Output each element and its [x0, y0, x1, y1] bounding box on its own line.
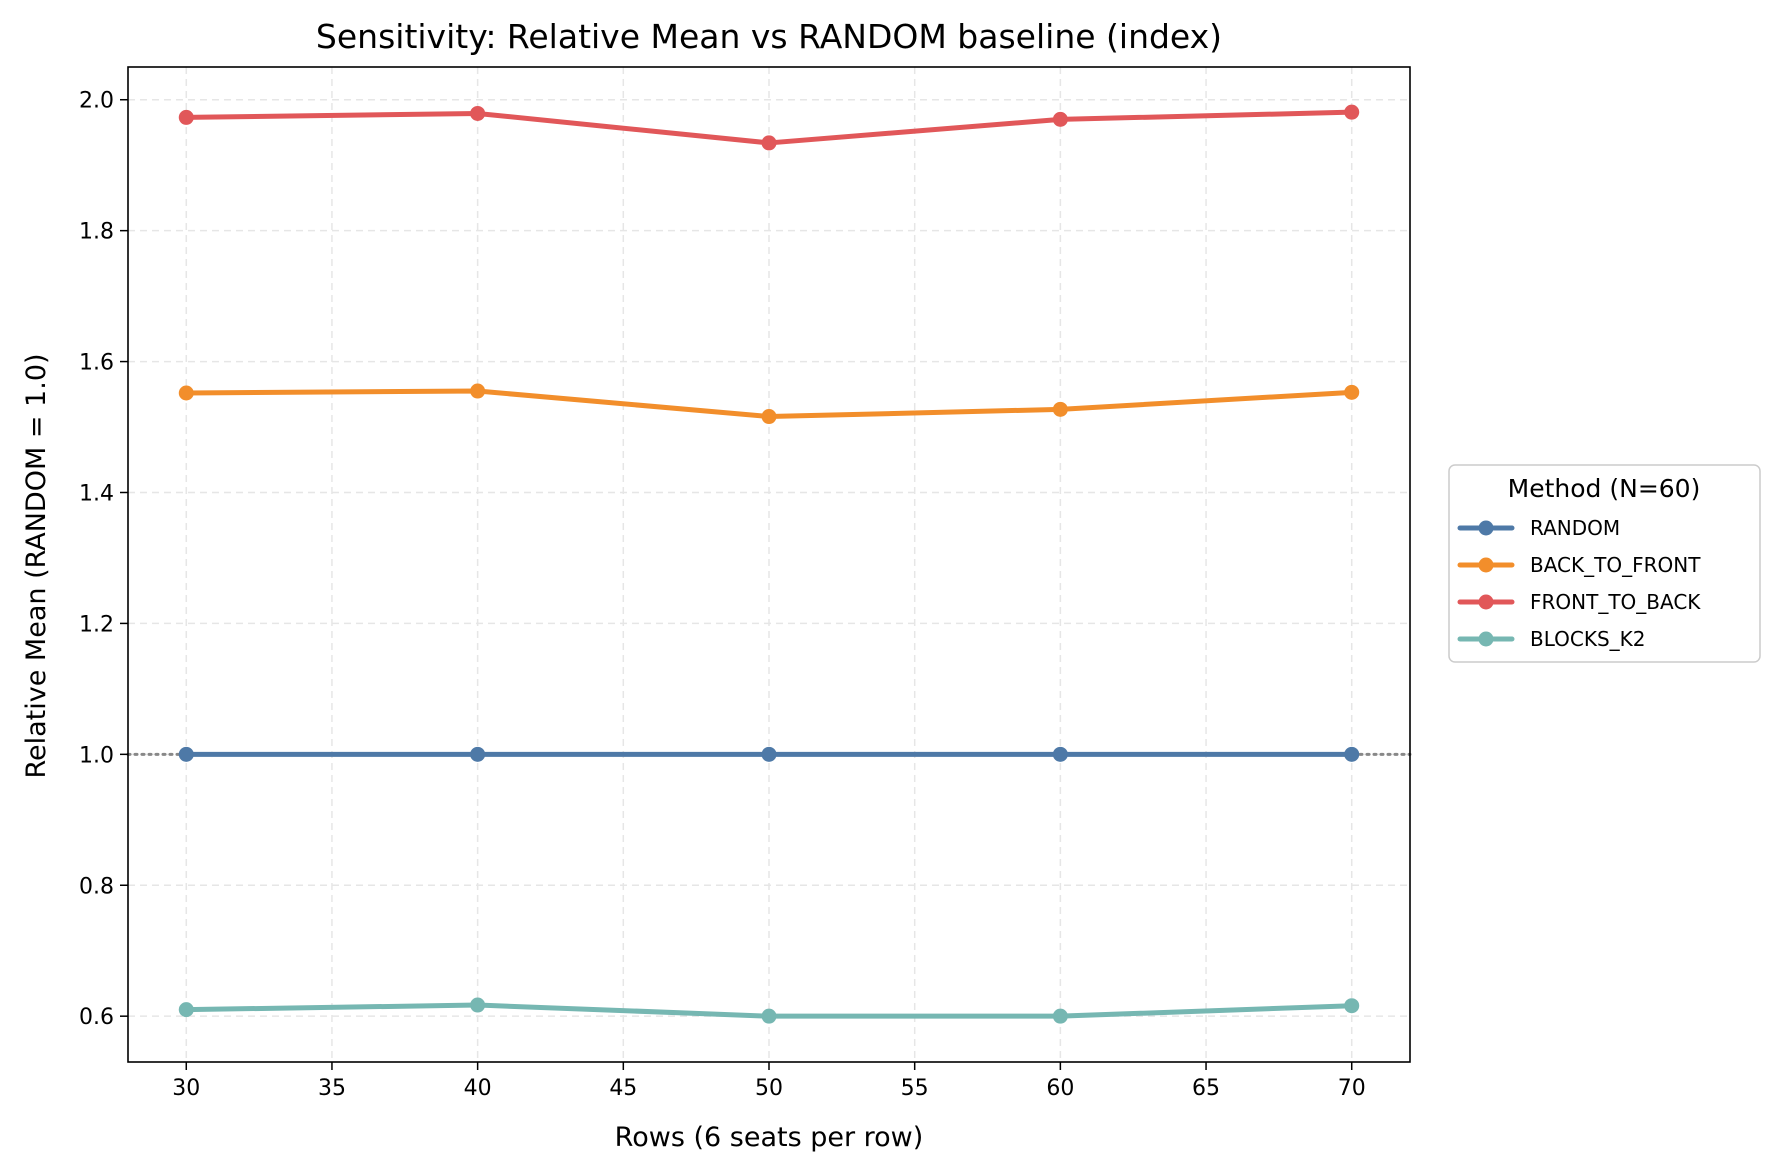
x-tick-label: 50	[755, 1076, 783, 1101]
x-tick-label: 60	[1046, 1076, 1074, 1101]
x-tick-label: 70	[1338, 1076, 1366, 1101]
legend-label: FRONT_TO_BACK	[1530, 590, 1701, 614]
data-point	[178, 109, 194, 125]
data-point	[470, 383, 486, 399]
data-point	[761, 746, 777, 762]
legend-item: RANDOM	[1457, 516, 1620, 540]
series-layer	[178, 104, 1360, 1024]
legend-swatch-marker	[1478, 520, 1494, 536]
data-point	[761, 1008, 777, 1024]
series-blocks-k2	[178, 997, 1360, 1024]
x-tick-label: 30	[172, 1076, 200, 1101]
x-tick-label: 55	[901, 1076, 929, 1101]
series-random	[178, 746, 1360, 762]
data-point	[1344, 998, 1360, 1014]
data-point	[1052, 1008, 1068, 1024]
data-point	[1344, 384, 1360, 400]
legend-entries: RANDOM BACK_TO_FRONT FRONT_TO_BACK BLOCKS_K…	[1457, 516, 1701, 651]
y-tick-label: 0.6	[79, 1005, 114, 1030]
legend-label: BACK_TO_FRONT	[1530, 553, 1701, 577]
legend-label: BLOCKS_K2	[1530, 627, 1646, 651]
y-tick-label: 1.8	[79, 220, 114, 245]
chart-title: Sensitivity: Relative Mean vs RANDOM bas…	[316, 17, 1222, 56]
legend-title: Method (N=60)	[1508, 474, 1701, 503]
legend-swatch-marker	[1478, 594, 1494, 610]
legend: Method (N=60) RANDOM BACK_TO_FRONT FRONT_T…	[1448, 464, 1761, 663]
legend-item: FRONT_TO_BACK	[1457, 590, 1701, 614]
data-point	[1052, 401, 1068, 417]
y-axis-label: Relative Mean (RANDOM = 1.0)	[21, 353, 52, 778]
y-tick-label: 1.6	[79, 351, 114, 376]
data-point	[178, 746, 194, 762]
x-tick-label: 40	[464, 1076, 492, 1101]
grid-layer	[128, 67, 1410, 1062]
x-tick-label: 45	[609, 1076, 637, 1101]
y-tick-label: 1.0	[79, 743, 114, 768]
data-point	[761, 135, 777, 151]
data-point	[178, 385, 194, 401]
data-point	[761, 409, 777, 425]
x-tick-label: 65	[1192, 1076, 1220, 1101]
x-tick-label: 35	[318, 1076, 346, 1101]
axes-layer: 30 35 40 45 50 55 60 65 70 0.6 0.8 1.0 1.2 1.4 1.6 1.8 2…	[79, 66, 1411, 1101]
series-back-to-front	[178, 383, 1360, 425]
y-tick-label: 2.0	[79, 89, 114, 114]
data-point	[1344, 104, 1360, 120]
legend-swatch-marker	[1478, 631, 1494, 647]
data-point	[178, 1002, 194, 1018]
data-point	[1052, 111, 1068, 127]
data-point	[470, 997, 486, 1013]
y-tick-label: 1.2	[79, 612, 114, 637]
x-axis-label: Rows (6 seats per row)	[615, 1122, 924, 1153]
legend-item: BLOCKS_K2	[1457, 627, 1646, 651]
legend-box	[1448, 464, 1761, 663]
y-tick-label: 1.4	[79, 481, 114, 506]
legend-item: BACK_TO_FRONT	[1457, 553, 1701, 577]
data-point	[1052, 746, 1068, 762]
legend-label: RANDOM	[1530, 516, 1620, 540]
data-point	[470, 746, 486, 762]
series-front-to-back	[178, 104, 1360, 151]
legend-swatch-marker	[1478, 557, 1494, 573]
y-tick-label: 0.8	[79, 874, 114, 899]
data-point	[470, 105, 486, 121]
data-point	[1344, 746, 1360, 762]
